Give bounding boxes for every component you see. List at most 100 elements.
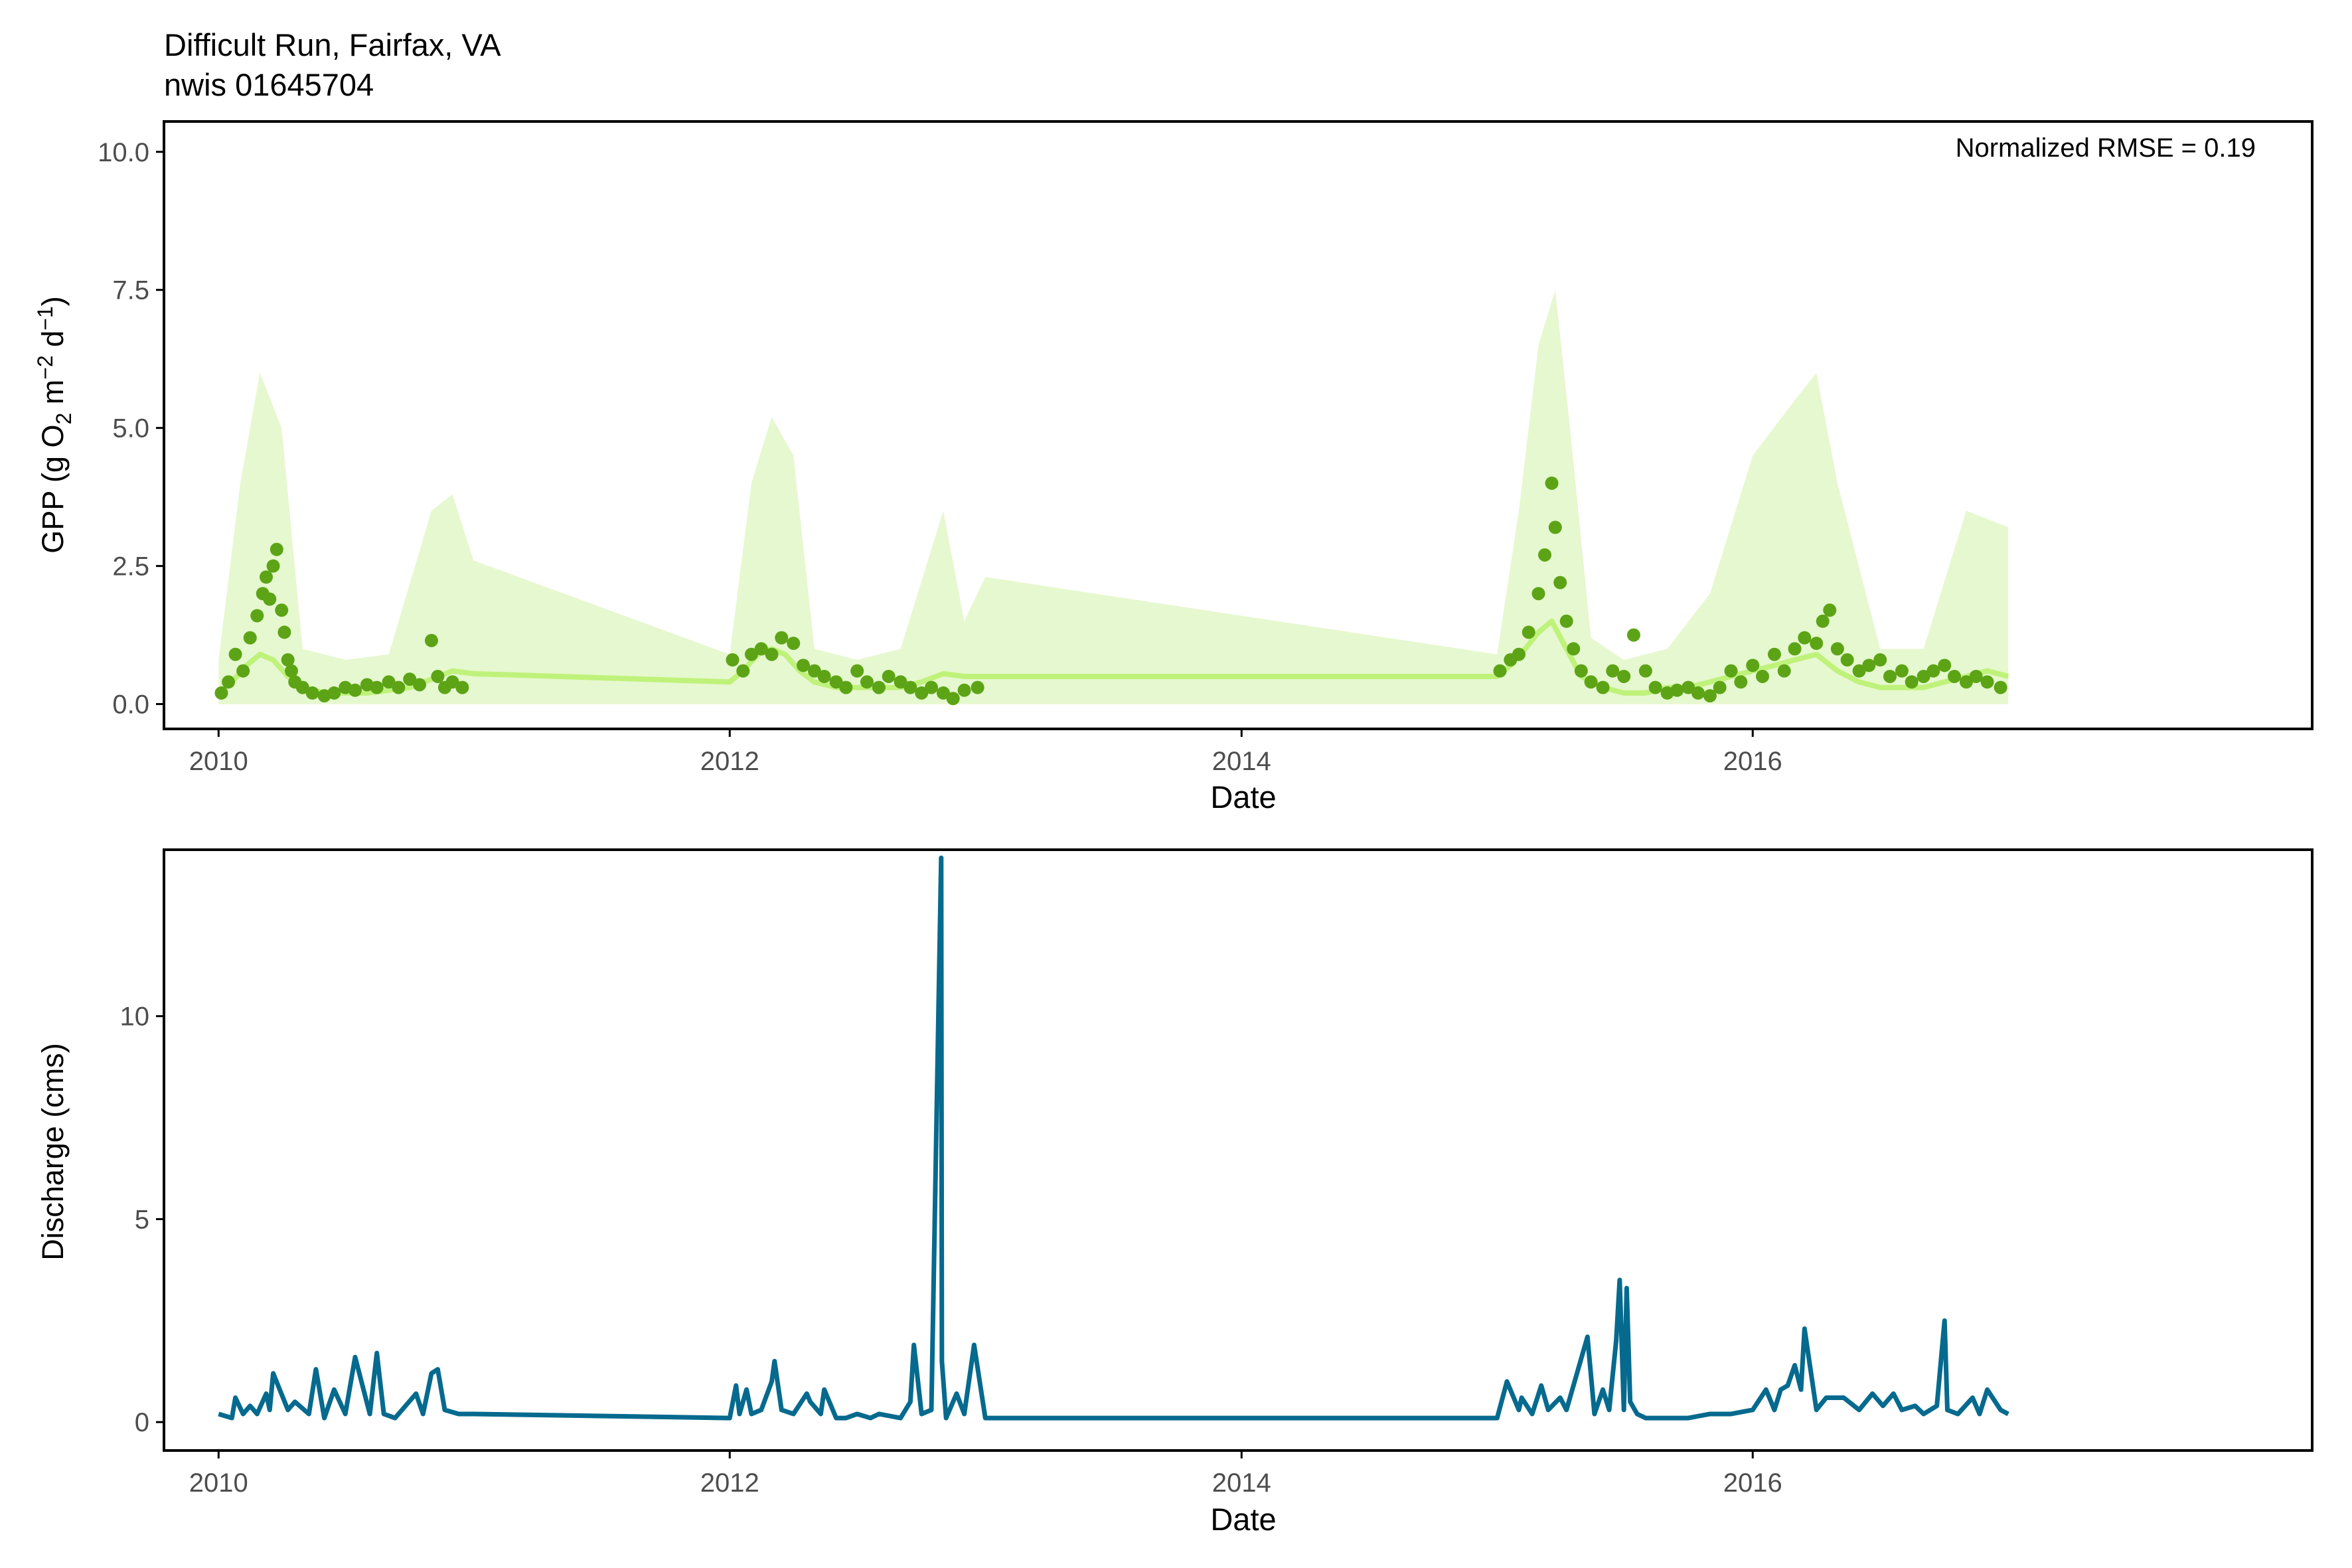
gpp-point (1617, 669, 1631, 683)
gpp-y-tick-label: 5.0 (112, 414, 149, 443)
chart-subtitle: nwis 01645704 (164, 67, 374, 102)
discharge-y-tick-label: 0 (135, 1408, 149, 1437)
gpp-point (946, 692, 960, 706)
gpp-axes: 2010 2012 2014 2016 0.0 2.5 5.0 7.5 10.0 (98, 138, 1782, 776)
gpp-x-axis-label: Date (1210, 779, 1276, 815)
gpp-point (1840, 653, 1854, 667)
gpp-point (1917, 669, 1930, 683)
gpp-point (284, 664, 298, 678)
gpp-point (1816, 614, 1830, 628)
gpp-point (1830, 642, 1844, 656)
gpp-point (412, 678, 426, 692)
gpp-point (1969, 669, 1983, 683)
gpp-point (266, 559, 280, 573)
gpp-point (1734, 675, 1748, 689)
gpp-point (936, 686, 950, 700)
gpp-point (1767, 647, 1781, 661)
discharge-axes: 2010 2012 2014 2016 0 5 10 (120, 1002, 1782, 1498)
gpp-point (243, 631, 257, 645)
gpp-point (1682, 680, 1695, 694)
gpp-point (270, 542, 283, 556)
gpp-point-layer (214, 476, 2007, 706)
discharge-x-tick-label: 2014 (1212, 1468, 1271, 1498)
gpp-uncertainty-ribbon (218, 289, 2009, 704)
gpp-point (1926, 664, 1940, 678)
gpp-point (275, 603, 289, 617)
gpp-point (1895, 664, 1909, 678)
gpp-point (1905, 675, 1919, 689)
gpp-point (1626, 628, 1640, 642)
gpp-point (1852, 664, 1866, 678)
gpp-point (1648, 680, 1662, 694)
gpp-point (775, 631, 789, 645)
gpp-point (392, 680, 406, 694)
gpp-point (382, 675, 396, 689)
gpp-point (860, 675, 874, 689)
gpp-point (1596, 680, 1610, 694)
gpp-point (971, 680, 984, 694)
chart-title: Difficult Run, Fairfax, VA (164, 27, 501, 62)
gpp-x-tick-label: 2016 (1723, 747, 1782, 776)
gpp-point (263, 592, 277, 606)
gpp-point (277, 625, 291, 639)
gpp-y-axis-label: GPP (g O2 m−2 d−1) (33, 296, 76, 554)
gpp-point (726, 653, 740, 667)
gpp-plot-frame (163, 120, 2313, 730)
gpp-point (925, 680, 939, 694)
gpp-point (1777, 664, 1791, 678)
gpp-y-tick-label: 2.5 (112, 552, 149, 582)
gpp-point (327, 686, 341, 700)
gpp-point (839, 680, 853, 694)
gpp-point (1862, 659, 1876, 672)
gpp-point (1873, 653, 1887, 667)
gpp-point (1567, 642, 1581, 656)
gpp-point (957, 683, 971, 697)
gpp-point (1606, 664, 1620, 678)
gpp-point (1798, 631, 1812, 645)
gpp-point (222, 675, 236, 689)
gpp-point (259, 570, 273, 584)
gpp-point (1746, 659, 1760, 672)
discharge-line (218, 855, 2009, 1421)
gpp-point (1980, 675, 1994, 689)
gpp-point (445, 675, 459, 689)
discharge-x-tick-label: 2010 (189, 1468, 248, 1498)
gpp-x-tick-label: 2014 (1212, 747, 1271, 776)
discharge-line-layer (218, 855, 2009, 1421)
gpp-point (787, 637, 801, 651)
discharge-x-tick-label: 2016 (1723, 1468, 1782, 1498)
discharge-y-axis-label: Discharge (cms) (36, 1043, 70, 1261)
gpp-point (1703, 689, 1717, 703)
gpp-point (431, 669, 445, 683)
gpp-point (894, 675, 907, 689)
gpp-panel: 2010 2012 2014 2016 0.0 2.5 5.0 7.5 10.0 Normali… (33, 120, 2313, 815)
gpp-point (214, 686, 228, 700)
gpp-point (1756, 669, 1770, 683)
gpp-point (228, 647, 242, 661)
gpp-point (817, 669, 831, 683)
discharge-y-tick-label: 10 (120, 1002, 150, 1032)
discharge-x-axis-label: Date (1210, 1502, 1276, 1537)
gpp-point (1545, 476, 1559, 490)
gpp-point (1531, 587, 1545, 601)
gpp-point (903, 680, 917, 694)
gpp-ribbon-layer (218, 289, 2009, 704)
gpp-point (236, 664, 250, 678)
gpp-point (1553, 576, 1567, 589)
gpp-point (807, 664, 821, 678)
gpp-point (765, 647, 779, 661)
gpp-point (348, 683, 362, 697)
gpp-point (754, 642, 768, 656)
gpp-point (250, 609, 264, 623)
gpp-y-tick-label: 7.5 (112, 276, 149, 305)
gpp-point (1938, 659, 1952, 672)
gpp-point (915, 686, 929, 700)
gpp-point (1948, 669, 1962, 683)
discharge-x-tick-label: 2012 (700, 1468, 759, 1498)
gpp-point (1670, 683, 1684, 697)
gpp-point (370, 680, 384, 694)
gpp-point (882, 669, 896, 683)
gpp-point (403, 672, 417, 686)
gpp-point (305, 686, 319, 700)
